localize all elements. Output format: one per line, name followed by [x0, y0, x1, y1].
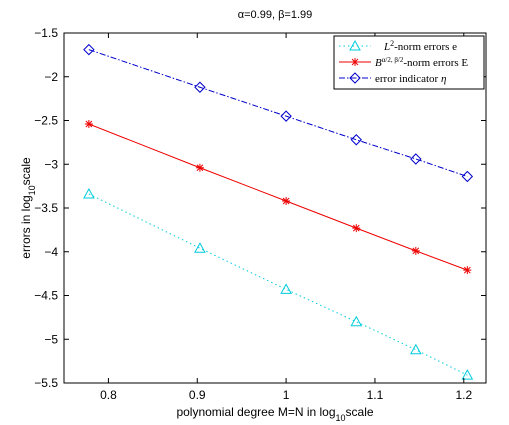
- series-line-1: [88, 123, 468, 271]
- data-point-triangle: [83, 187, 95, 199]
- x-tick-label: 0.9: [189, 388, 206, 402]
- y-tick-label: −3.5: [34, 201, 58, 215]
- data-point-diamond: [194, 81, 206, 93]
- data-point-asterisk: [195, 163, 204, 172]
- legend-label-l2: L2-norm errors e: [383, 39, 457, 54]
- series-line-0: [88, 193, 468, 376]
- chart-title: α=0.99, β=1.99: [238, 9, 312, 21]
- data-point-triangle: [409, 343, 422, 355]
- data-point-asterisk: [84, 120, 93, 128]
- y-tick-label: −5: [44, 332, 58, 346]
- data-point-triangle: [461, 369, 474, 380]
- y-tick-label: −4: [44, 245, 58, 259]
- y-axis-title: errors in log10scale: [19, 157, 37, 259]
- x-tick-label: 1: [283, 388, 290, 402]
- y-tick-label: −4.5: [34, 289, 58, 303]
- plot-area: 0.8 0.9 1 1.1 1.2 −1.5 −2 −2.5 −3 −3.5 −4 −4.5 −5 −5.…: [34, 26, 487, 402]
- legend-marker-diamond-icon: [349, 72, 361, 84]
- y-tick-label: −5.5: [34, 376, 58, 390]
- axes-box: [63, 32, 487, 384]
- data-point-asterisk: [463, 266, 472, 275]
- x-tick-label: 1.2: [455, 388, 472, 402]
- x-tick-label: 0.8: [100, 388, 117, 402]
- data-point-diamond: [350, 134, 362, 146]
- series-layer: [83, 43, 474, 380]
- legend-marker-asterisk-icon: [351, 58, 359, 66]
- y-tick-label: −3: [44, 157, 58, 171]
- legend-label-indicator: error indicator η: [375, 73, 446, 85]
- data-point-triangle: [194, 242, 206, 253]
- legend-entry-l2-norm: L2-norm errors e: [339, 39, 457, 54]
- data-point-triangle: [350, 315, 363, 327]
- data-point-diamond: [461, 170, 474, 183]
- data-point-triangle: [280, 283, 292, 294]
- data-point-asterisk: [282, 197, 291, 205]
- data-point-diamond: [83, 43, 95, 56]
- chart-legend: L2-norm errors e Bα/2, β/2-norm errors E…: [333, 35, 485, 90]
- ticks-layer: 0.8 0.9 1 1.1 1.2 −1.5 −2 −2.5 −3 −3.5 −4 −4.5 −5 −5.…: [34, 26, 486, 402]
- y-tick-label: −1.5: [34, 26, 58, 40]
- series-line-2: [88, 49, 468, 177]
- y-tick-label: −2.5: [34, 114, 58, 128]
- data-point-asterisk: [411, 246, 420, 255]
- x-axis-title: polynomial degree M=N in log10scale: [176, 405, 373, 423]
- data-point-diamond: [410, 153, 422, 165]
- x-tick-label: 1.1: [367, 388, 384, 402]
- data-point-diamond: [280, 110, 292, 122]
- legend-entry-indicator: error indicator η: [339, 72, 446, 85]
- legend-marker-triangle-icon: [349, 39, 361, 51]
- y-tick-label: −2: [44, 70, 58, 84]
- data-point-asterisk: [352, 224, 361, 233]
